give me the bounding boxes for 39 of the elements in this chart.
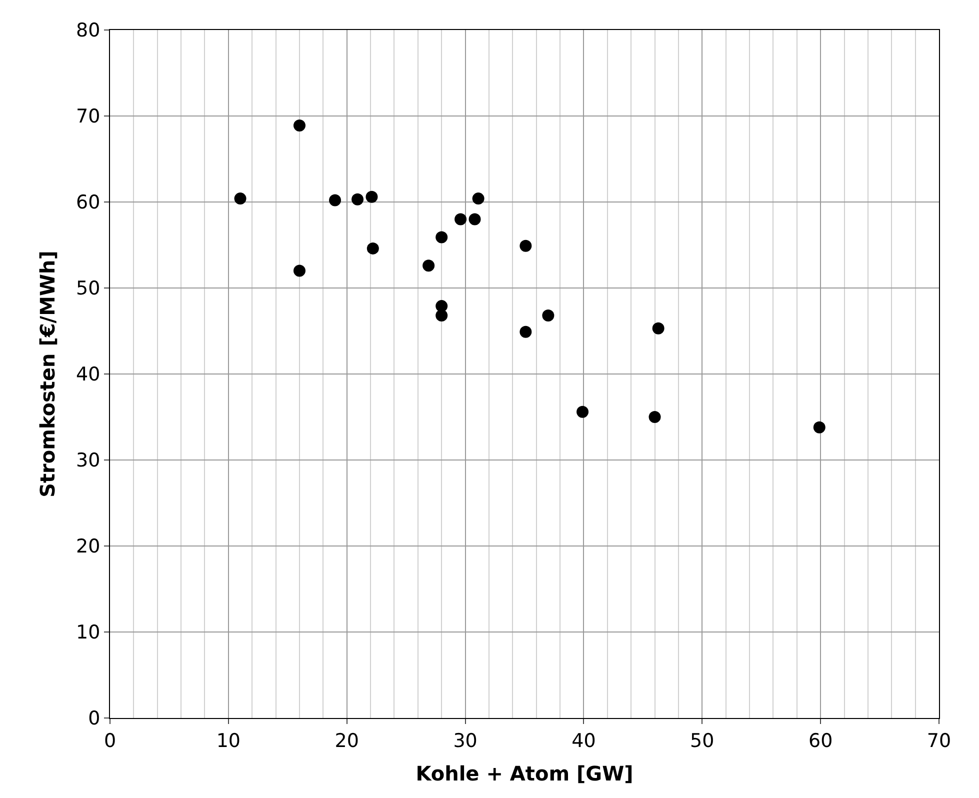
- x-tick-label: 40: [572, 730, 596, 752]
- point: [520, 326, 532, 338]
- point: [542, 310, 554, 322]
- x-tick-label: 0: [104, 730, 116, 752]
- y-tick-label: 50: [76, 278, 100, 300]
- point: [652, 322, 664, 334]
- y-tick-label: 80: [76, 20, 100, 42]
- point: [436, 231, 448, 244]
- x-tick-label: 30: [453, 730, 478, 752]
- point: [366, 242, 379, 254]
- point: [293, 264, 306, 277]
- point: [352, 193, 364, 206]
- y-tick-label: 10: [76, 622, 100, 644]
- point: [648, 411, 661, 423]
- y-tick-label: 20: [76, 536, 100, 558]
- x-tick-label: 10: [216, 730, 241, 752]
- point: [520, 240, 532, 252]
- point: [366, 190, 378, 203]
- x-tick-label: 60: [808, 730, 833, 752]
- y-tick-label: 60: [76, 192, 100, 214]
- y-tick-label: 70: [76, 106, 100, 128]
- x-tick-label: 20: [334, 730, 359, 752]
- y-axis-title: Stromkosten [€/MWh]: [36, 250, 60, 498]
- x-axis-title: Kohle + Atom [GW]: [416, 761, 634, 786]
- point: [472, 192, 484, 205]
- point: [576, 406, 589, 418]
- y-tick-label: 0: [88, 708, 100, 730]
- x-tick-label: 50: [690, 730, 714, 752]
- point: [436, 310, 448, 322]
- point: [422, 260, 435, 272]
- point: [234, 192, 246, 205]
- x-tick-label: 70: [926, 730, 952, 752]
- point: [454, 213, 467, 226]
- point: [813, 421, 826, 434]
- y-tick-label: 40: [76, 364, 100, 386]
- y-tick-label: 30: [76, 450, 100, 472]
- point: [468, 213, 481, 226]
- point: [293, 119, 306, 132]
- point: [329, 194, 342, 206]
